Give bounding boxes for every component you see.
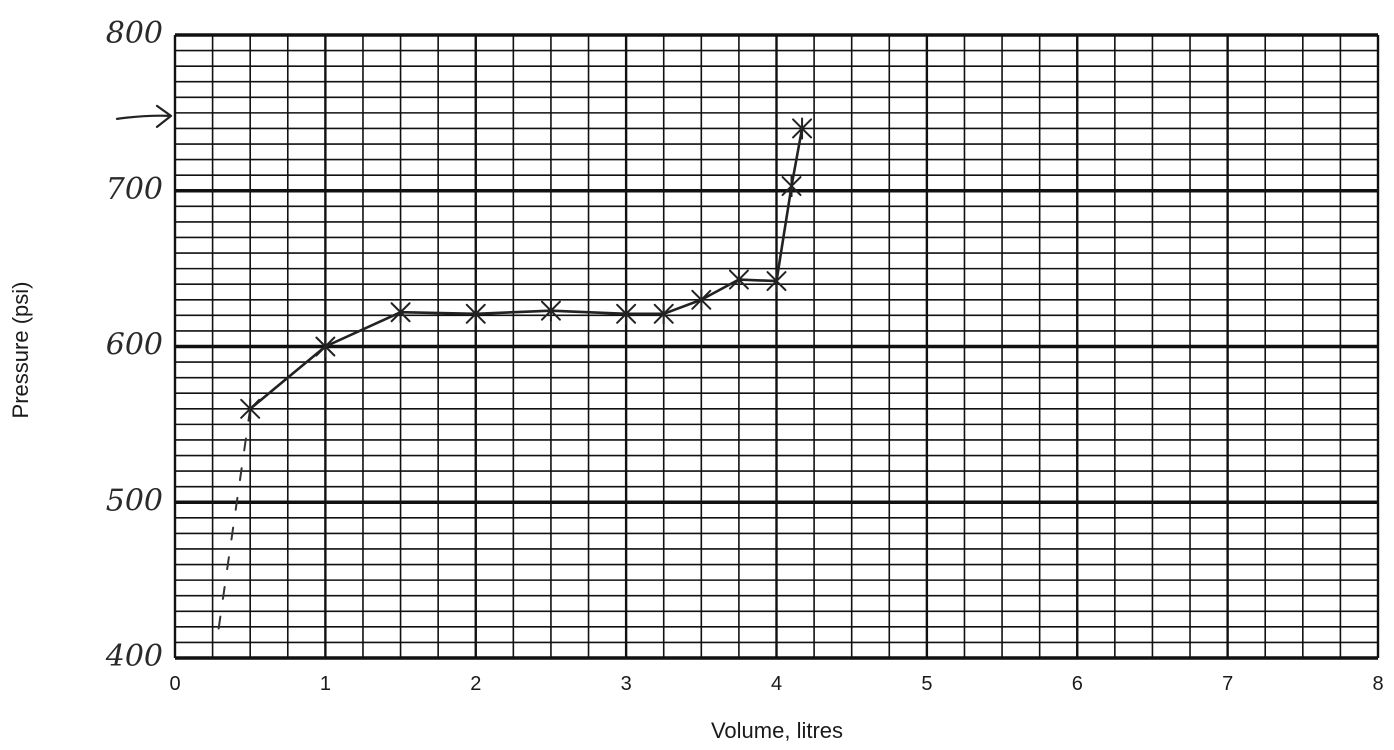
arrow-annotation [115, 104, 173, 128]
data-point-marker [792, 117, 813, 140]
data-point-marker [390, 301, 411, 324]
graph-paper-grid [173, 33, 1380, 660]
x-tick-label: 2 [470, 673, 481, 695]
x-axis-title: Volume, litres [711, 718, 843, 743]
data-point-marker [315, 335, 336, 358]
data-point-marker [691, 288, 712, 311]
x-tick-label: 0 [169, 673, 180, 695]
data-point-marker [766, 270, 787, 293]
data-point-marker [781, 175, 802, 198]
x-tick-label: 4 [771, 673, 782, 695]
x-tick-label: 6 [1072, 673, 1083, 695]
data-point-marker [465, 302, 486, 325]
data-point-marker [653, 302, 674, 325]
data-point-marker [540, 299, 561, 322]
x-tick-label: 7 [1222, 673, 1233, 695]
x-tick-label: 3 [621, 673, 632, 695]
x-tick-label: 5 [921, 673, 932, 695]
data-point-marker [728, 268, 749, 291]
x-tick-label: 1 [320, 673, 331, 695]
plot-marks [115, 104, 813, 641]
y-tick-label: 400 [105, 639, 163, 674]
y-tick-label: 500 [106, 483, 163, 518]
y-axis-title: Pressure (psi) [8, 282, 33, 419]
data-point-marker [616, 302, 637, 325]
data-point-marker [240, 397, 261, 420]
series-line [248, 127, 804, 411]
y-tick-label: 600 [106, 328, 163, 363]
extrapolation-dashed-line [216, 407, 252, 641]
axis-labels: Volume, litres Pressure (psi) 0 1 2 3 4 5 6 7 8 4… [8, 16, 1384, 743]
y-tick-label: 700 [106, 172, 163, 207]
x-tick-label: 8 [1372, 673, 1383, 695]
y-tick-label: 800 [106, 16, 163, 51]
